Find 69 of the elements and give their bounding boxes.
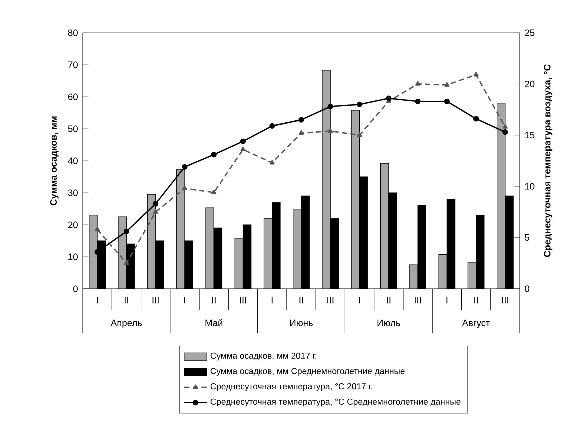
point [328, 128, 334, 134]
point [124, 228, 130, 234]
x-tick-label: III [415, 297, 422, 304]
text: Май [206, 319, 223, 326]
y2-tick-label: 25 [525, 30, 535, 36]
x-tick-label: III [502, 297, 508, 304]
x-tick-label: I [97, 297, 98, 304]
legend-label: Среднесуточная температура, °С 2017 г. [210, 384, 372, 392]
point [474, 116, 480, 122]
point [444, 98, 450, 104]
text: Июль [378, 320, 400, 326]
legend-label: Сумма осадков, мм 2017 г. [210, 352, 317, 361]
x-tick-label: I [272, 297, 273, 304]
point [356, 102, 363, 108]
x-tick-label: III [240, 297, 246, 304]
point [502, 130, 508, 136]
point [240, 146, 246, 152]
point [444, 82, 450, 87]
y-tick-label: 60 [68, 94, 78, 100]
text: Август [462, 320, 490, 328]
y-tick-label: 40 [68, 158, 78, 164]
y2-tick-label: 5 [525, 234, 530, 242]
x-tick-label: I [359, 297, 360, 304]
point [270, 123, 276, 129]
y-tick-label: 70 [68, 62, 78, 68]
point [270, 160, 275, 165]
point [502, 124, 508, 129]
point [415, 98, 421, 104]
point [124, 260, 130, 266]
point [298, 130, 304, 136]
point [212, 190, 217, 194]
y-tick-label: 50 [68, 126, 78, 132]
point [211, 152, 217, 158]
text: Июнь [290, 320, 313, 326]
y-axis-title: Сумма осадков, мм [50, 116, 59, 206]
x-tick-label: II [212, 297, 216, 304]
x-tick-label: II [300, 297, 304, 304]
point [386, 96, 392, 102]
point [357, 132, 362, 138]
x-tick-label: III [328, 297, 334, 304]
point [416, 81, 421, 86]
point [153, 201, 159, 207]
point [95, 226, 100, 232]
point [153, 209, 158, 214]
point [182, 186, 188, 190]
y-tick-label: 30 [68, 190, 78, 196]
y-tick-label: 20 [68, 222, 78, 228]
x-tick-label: III [152, 297, 159, 304]
text: Апрель [110, 320, 142, 328]
y2-tick-label: 15 [525, 132, 535, 139]
y2-tick-label: 10 [525, 183, 535, 190]
point [240, 138, 246, 144]
point [474, 72, 479, 77]
y2-axis-title: Среднесуточная температура воздуха, °С [544, 64, 553, 258]
x-tick-label: II [474, 297, 478, 304]
legend-label: Среднесуточная температура, °С Среднемноголетние данные [210, 398, 461, 407]
legend-label: Сумма осадков, мм Среднемноголетние данные [210, 368, 405, 376]
point [182, 164, 188, 170]
y-tick-label: 80 [68, 30, 78, 36]
y2-tick-label: 20 [525, 80, 535, 88]
y2-tick-label: 0 [525, 286, 530, 292]
point [298, 117, 304, 123]
x-tick-label: I [446, 297, 448, 304]
x-tick-label: I [184, 297, 186, 304]
x-tick-label: II [124, 297, 128, 304]
y-tick-label: 0 [73, 286, 78, 292]
point [328, 104, 334, 110]
x-tick-label: II [387, 297, 391, 304]
y-tick-label: 10 [68, 254, 78, 260]
